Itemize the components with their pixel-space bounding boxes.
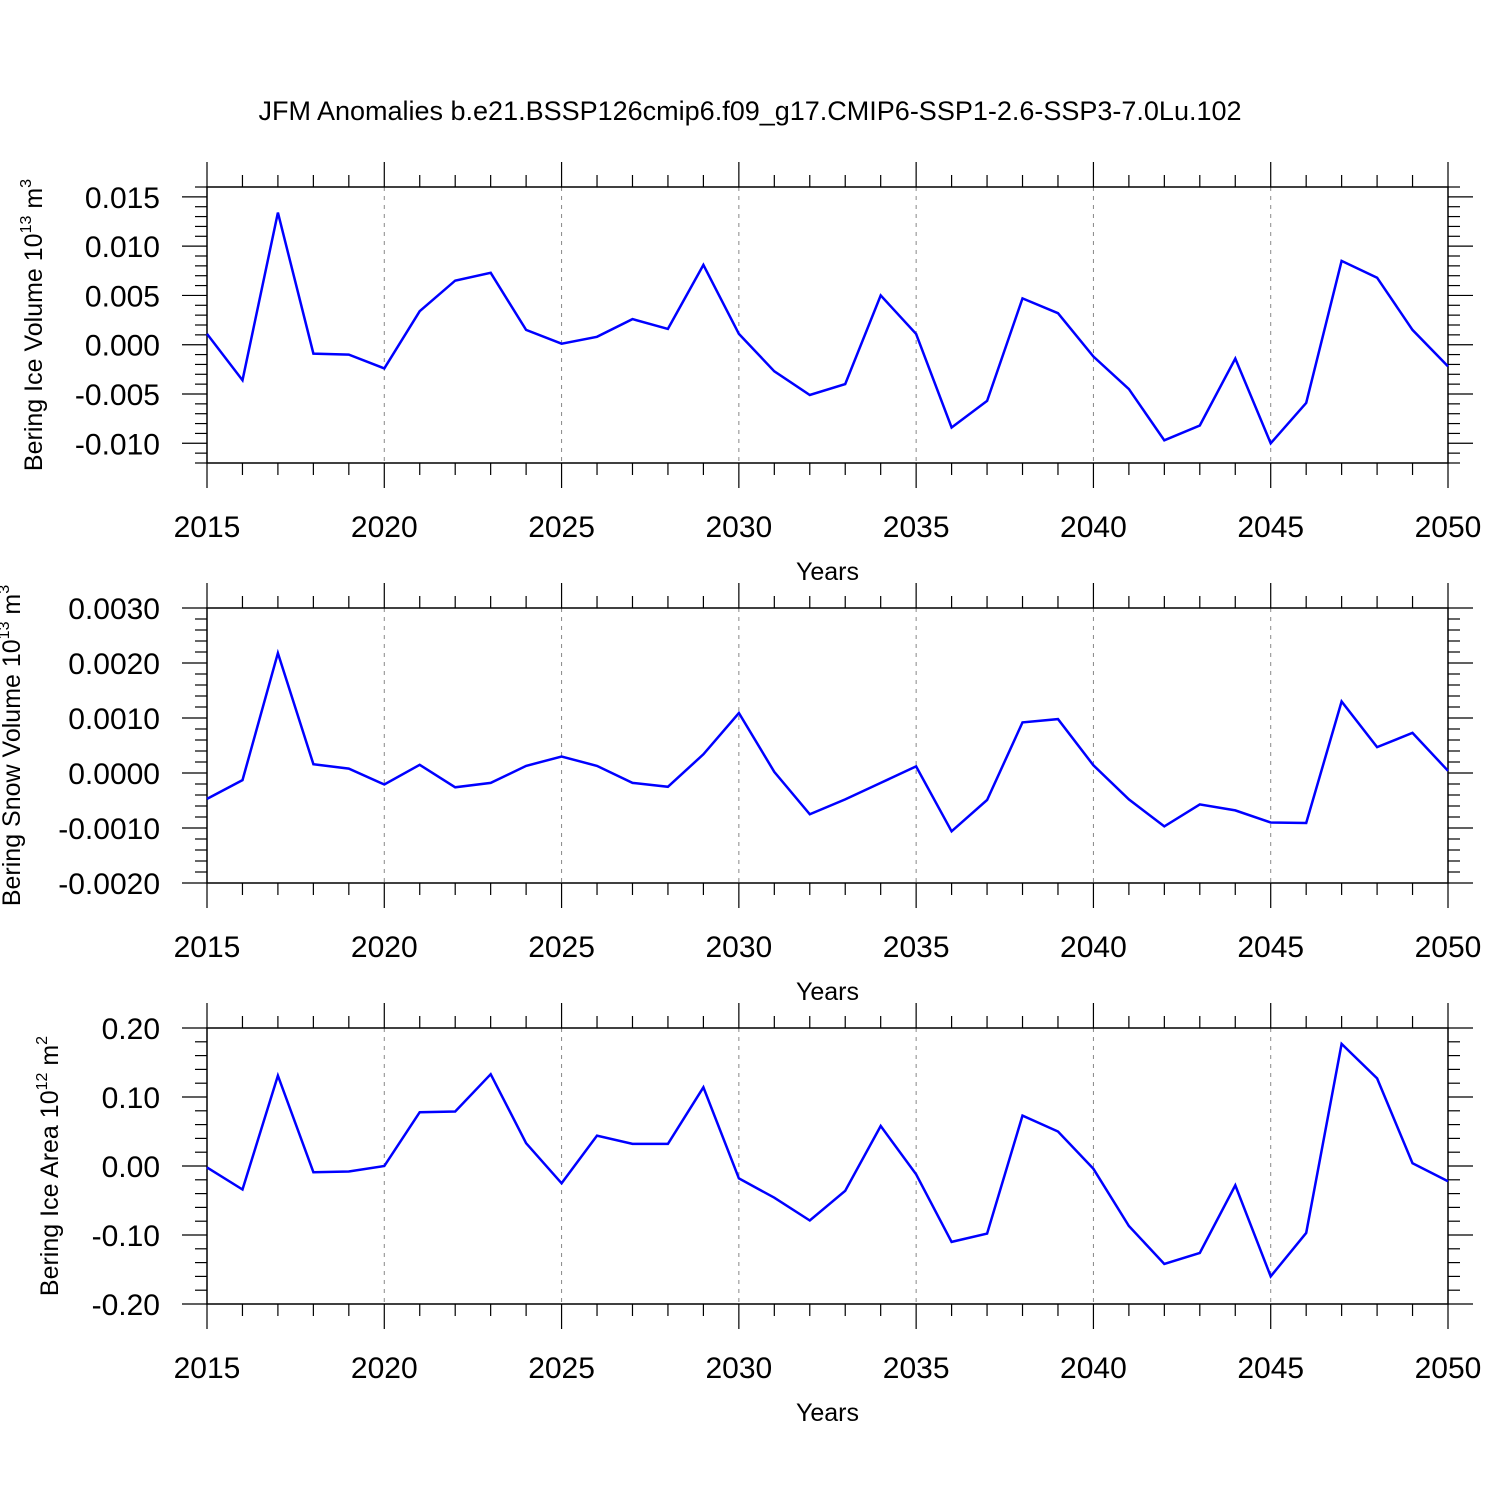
x-tick-label: 2045	[1237, 931, 1304, 964]
x-tick-label: 2040	[1060, 511, 1127, 544]
y-axis-title-superscript: 12	[34, 1072, 51, 1090]
y-tick-label: 0.010	[85, 231, 160, 264]
y-axis-title: Bering Snow Volume 1013 m3	[0, 585, 26, 906]
plot-frame	[206, 1027, 1449, 1305]
x-tick-label: 2035	[883, 511, 950, 544]
x-tick-label: 2030	[705, 931, 772, 964]
y-tick-label: 0.0000	[68, 758, 160, 791]
x-tick-label: 2020	[351, 931, 418, 964]
y-axis-title-superscript: 2	[34, 1036, 51, 1045]
x-tick-label: 2050	[1415, 1352, 1482, 1385]
x-tick-label: 2035	[883, 1352, 950, 1385]
y-tick-label: 0.0020	[68, 648, 160, 681]
x-tick-label: 2015	[174, 511, 241, 544]
series-line	[206, 212, 1449, 446]
y-tick-label: 0.10	[102, 1082, 160, 1115]
x-tick-label: 2015	[174, 1352, 241, 1385]
y-tick-label: -0.005	[75, 379, 160, 412]
x-tick-label: 2035	[883, 931, 950, 964]
panel-3: 2015 2020 2025 2030 2035 2040 2045 2050 0.20 0.10…	[34, 1003, 1481, 1427]
x-tick-label: 2040	[1060, 931, 1127, 964]
figure-title: JFM Anomalies b.e21.BSSP126cmip6.f09_g17…	[258, 96, 1242, 126]
x-tick-label: 2020	[351, 1352, 418, 1385]
y-tick-label: 0.0030	[68, 593, 160, 626]
series-line	[206, 648, 1449, 834]
panel-2: 2015 2020 2025 2030 2035 2040 2045 2050 0.0030 0.…	[0, 583, 1481, 1006]
y-tick-label: -0.0010	[58, 813, 160, 846]
y-axis-title-superscript: 13	[0, 621, 13, 639]
y-axis-title-part: m	[20, 188, 48, 216]
y-axis-title: Bering Ice Volume 1013 m3	[18, 179, 48, 471]
y-tick-label: -0.010	[75, 428, 160, 461]
x-axis-title: Years	[796, 978, 859, 1006]
y-tick-label: -0.20	[92, 1289, 160, 1322]
x-tick-label: 2045	[1237, 1352, 1304, 1385]
x-tick-label: 2015	[174, 931, 241, 964]
y-tick-label: 0.20	[102, 1013, 160, 1046]
x-tick-label: 2025	[528, 931, 595, 964]
x-tick-label: 2030	[705, 511, 772, 544]
y-axis-title-superscript: 3	[18, 179, 35, 188]
plot-frame	[206, 607, 1449, 884]
y-axis-title-part: m	[0, 594, 26, 622]
y-axis-title-part: Bering Ice Area 10	[36, 1090, 64, 1296]
x-tick-label: 2050	[1415, 931, 1482, 964]
y-tick-label: 0.00	[102, 1151, 160, 1184]
y-axis-title-part: Bering Ice Volume 10	[20, 233, 48, 471]
x-axis-title: Years	[796, 1399, 859, 1427]
y-axis-title-part: m	[36, 1045, 64, 1073]
y-axis-title-superscript: 3	[0, 585, 13, 594]
series-line	[206, 1041, 1449, 1279]
y-axis-title: Bering Ice Area 1012 m2	[34, 1036, 64, 1296]
y-tick-label: 0.005	[85, 280, 160, 313]
y-axis-title-superscript: 13	[18, 216, 35, 234]
x-tick-label: 2040	[1060, 1352, 1127, 1385]
y-axis-title-part: Bering Snow Volume 10	[0, 639, 26, 906]
x-axis-title: Years	[796, 558, 859, 586]
y-tick-label: -0.10	[92, 1220, 160, 1253]
x-tick-label: 2030	[705, 1352, 772, 1385]
x-tick-label: 2025	[528, 1352, 595, 1385]
y-tick-label: 0.000	[85, 330, 160, 363]
x-tick-label: 2050	[1415, 511, 1482, 544]
y-tick-label: 0.0010	[68, 703, 160, 736]
panel-1: 2015 2020 2025 2030 2035 2040 2045 2050 0.015 0.0…	[18, 162, 1481, 586]
x-tick-label: 2025	[528, 511, 595, 544]
y-tick-label: 0.015	[85, 182, 160, 215]
x-tick-label: 2045	[1237, 511, 1304, 544]
x-tick-label: 2020	[351, 511, 418, 544]
y-tick-label: -0.0020	[58, 868, 160, 901]
